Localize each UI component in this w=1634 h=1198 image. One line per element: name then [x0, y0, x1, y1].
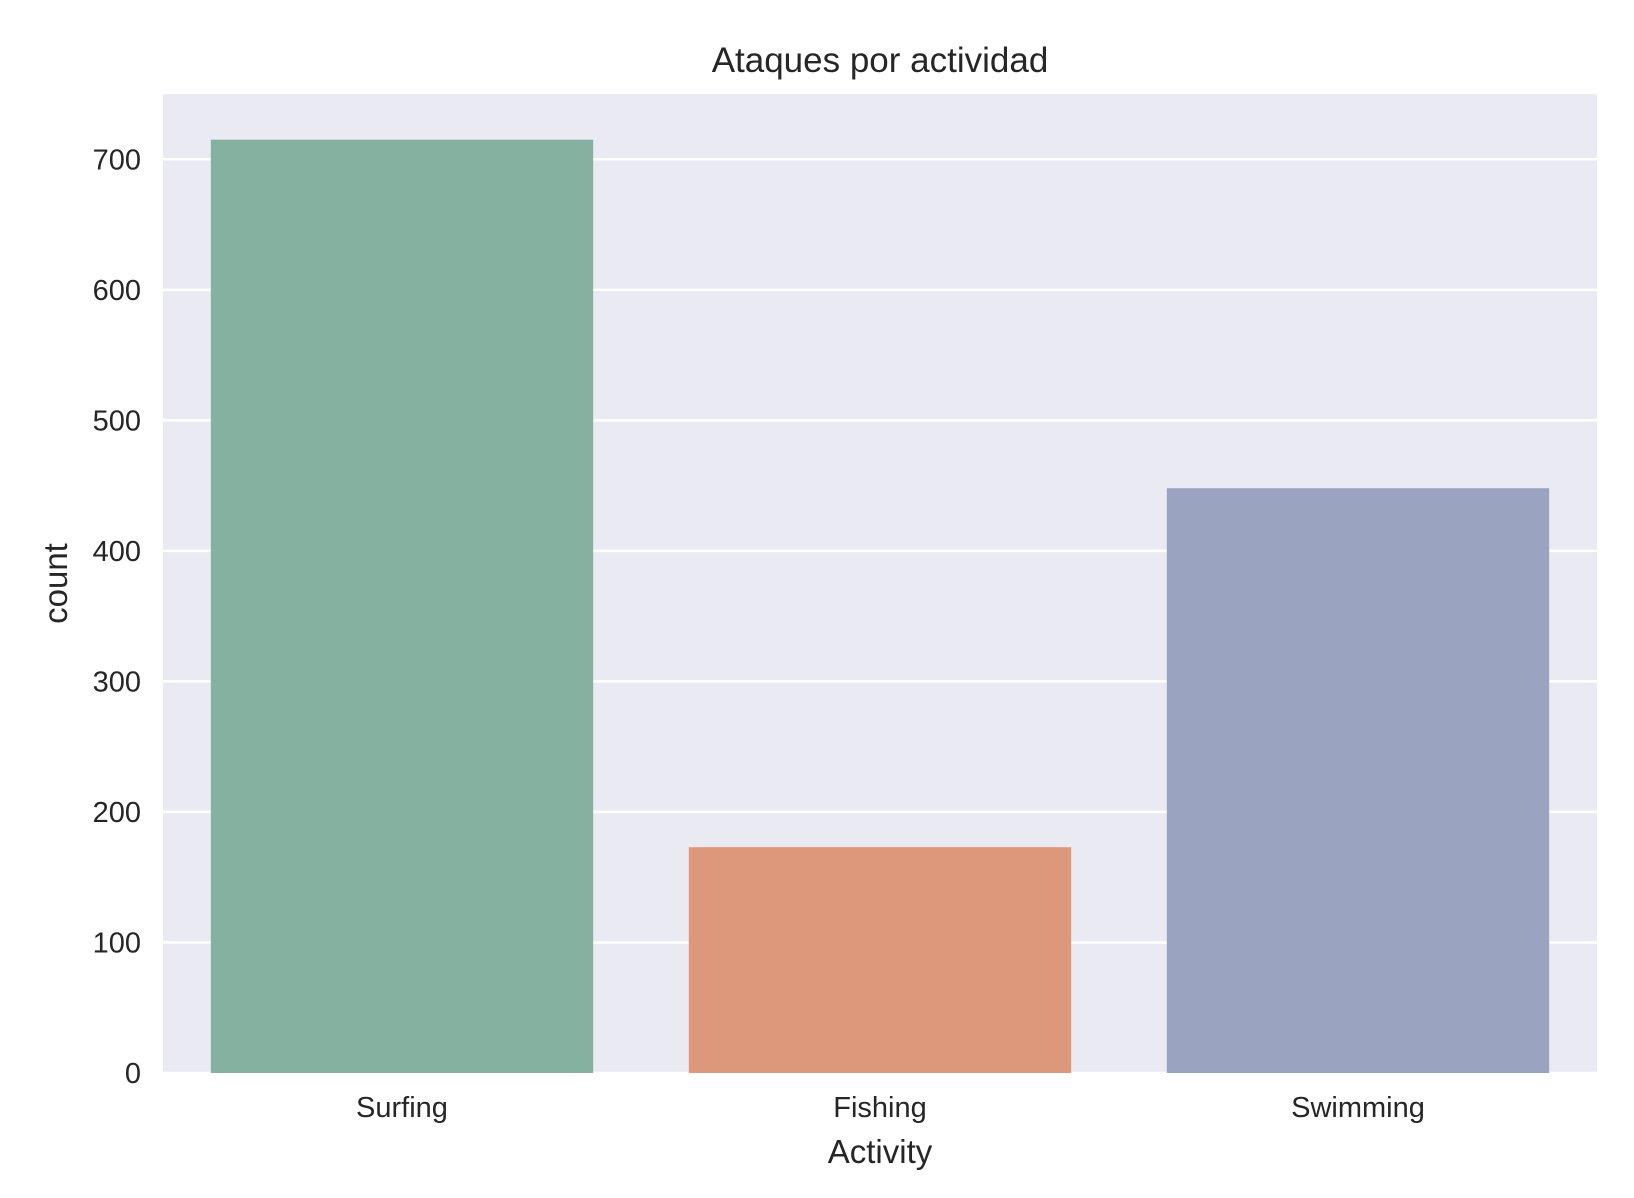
x-axis-ticks: Surfing Fishing Swimming: [356, 1092, 1425, 1124]
chart-title: Ataques por actividad: [712, 41, 1049, 80]
y-tick-label: 100: [93, 927, 141, 959]
y-tick-label: 300: [93, 666, 141, 698]
y-tick-label: 200: [93, 797, 141, 829]
y-tick-label: 500: [93, 405, 141, 437]
x-tick-label: Fishing: [833, 1092, 927, 1124]
y-tick-label: 400: [93, 536, 141, 568]
y-tick-label: 700: [93, 144, 141, 176]
y-axis-label: count: [37, 543, 74, 624]
y-axis-ticks: 0 100 200 300 400 500 600 700: [93, 144, 141, 1090]
bar-swimming: [1166, 488, 1550, 1073]
x-axis-label: Activity: [828, 1133, 933, 1170]
y-tick-label: 0: [125, 1058, 141, 1090]
x-tick-label: Swimming: [1291, 1092, 1425, 1124]
y-tick-label: 600: [93, 275, 141, 307]
bar-surfing: [210, 139, 594, 1074]
x-tick-label: Surfing: [356, 1092, 448, 1124]
bars: [210, 139, 1550, 1074]
bar-fishing: [688, 847, 1072, 1073]
